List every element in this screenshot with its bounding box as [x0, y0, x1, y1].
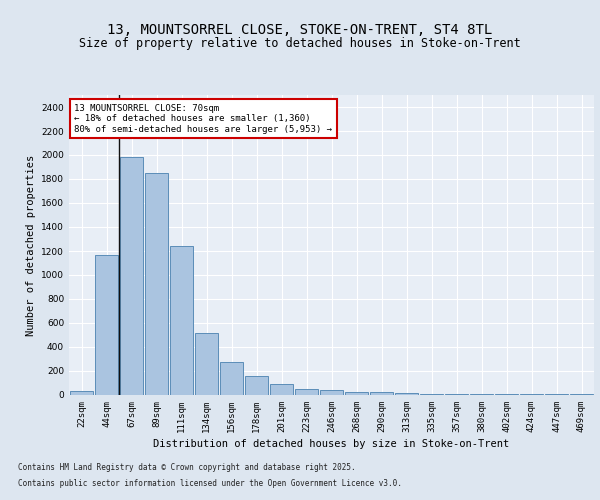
Bar: [370, 392, 394, 395]
Bar: [194, 333, 218, 395]
Bar: [445, 394, 469, 395]
X-axis label: Distribution of detached houses by size in Stoke-on-Trent: Distribution of detached houses by size …: [154, 439, 509, 449]
Bar: [295, 389, 319, 395]
Bar: [419, 394, 443, 395]
Bar: [245, 376, 268, 395]
Bar: [320, 390, 343, 395]
Bar: [569, 394, 593, 395]
Bar: [170, 246, 193, 395]
Bar: [70, 392, 94, 395]
Bar: [395, 393, 418, 395]
Bar: [220, 362, 244, 395]
Text: Contains HM Land Registry data © Crown copyright and database right 2025.: Contains HM Land Registry data © Crown c…: [18, 464, 356, 472]
Bar: [119, 158, 143, 395]
Bar: [545, 394, 568, 395]
Bar: [145, 173, 169, 395]
Text: Size of property relative to detached houses in Stoke-on-Trent: Size of property relative to detached ho…: [79, 38, 521, 51]
Bar: [494, 394, 518, 395]
Bar: [470, 394, 493, 395]
Bar: [269, 384, 293, 395]
Text: 13 MOUNTSORREL CLOSE: 70sqm
← 18% of detached houses are smaller (1,360)
80% of : 13 MOUNTSORREL CLOSE: 70sqm ← 18% of det…: [74, 104, 332, 134]
Bar: [520, 394, 544, 395]
Text: Contains public sector information licensed under the Open Government Licence v3: Contains public sector information licen…: [18, 478, 402, 488]
Bar: [344, 392, 368, 395]
Text: 13, MOUNTSORREL CLOSE, STOKE-ON-TRENT, ST4 8TL: 13, MOUNTSORREL CLOSE, STOKE-ON-TRENT, S…: [107, 22, 493, 36]
Y-axis label: Number of detached properties: Number of detached properties: [26, 154, 35, 336]
Bar: [95, 254, 118, 395]
